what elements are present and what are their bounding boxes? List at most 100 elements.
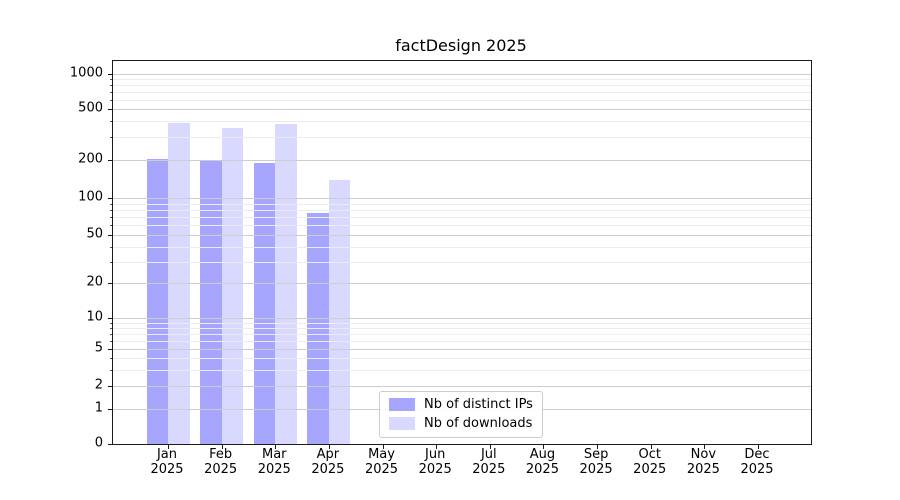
x-tick-mark (543, 445, 545, 449)
y-tick-mark (108, 386, 112, 387)
gridline-minor (113, 340, 811, 342)
legend-item-distinct-ips: Nb of distinct IPs (389, 397, 533, 412)
x-tick-mark (704, 445, 706, 449)
x-tick-mark (328, 445, 330, 449)
y-tick-mark-minor (110, 217, 112, 219)
bar-apr-downloads (328, 179, 351, 444)
legend-swatch-distinct-ips (389, 398, 415, 411)
y-tick-mark-minor (110, 358, 112, 360)
legend: Nb of distinct IPs Nb of downloads (379, 391, 543, 438)
y-tick-mark (108, 444, 112, 445)
y-tick-mark-minor (110, 225, 112, 227)
x-tick-label-apr: Apr 2025 (311, 447, 345, 477)
gridline-minor (113, 358, 811, 360)
gridline-minor (113, 209, 811, 211)
y-tick-mark (108, 160, 112, 161)
x-tick-mark (489, 445, 491, 449)
y-tick-mark (108, 197, 112, 199)
x-tick-label-dec: Dec 2025 (740, 447, 774, 477)
x-tick-mark (436, 445, 438, 449)
gridline-minor (113, 322, 811, 324)
gridline-minor (113, 333, 811, 335)
x-tick-label-jun: Jun 2025 (418, 447, 452, 477)
legend-label-distinct-ips: Nb of distinct IPs (424, 397, 533, 412)
gridline-major (113, 386, 811, 387)
x-tick-mark (597, 445, 599, 449)
gridline-minor (113, 79, 811, 81)
gridline-minor (113, 91, 811, 93)
bar-feb-distinct-ips (200, 160, 222, 444)
gridline-major (113, 234, 811, 236)
y-tick-mark-minor (110, 209, 112, 211)
gridline-major (113, 197, 811, 199)
y-tick-mark-minor (110, 322, 112, 324)
chart-title: factDesign 2025 (395, 36, 527, 55)
y-axis-labels: 0 1 2 5 10 20 50 100 200 500 1000 (0, 60, 103, 450)
y-tick-mark-minor (110, 121, 112, 123)
gridline-minor (113, 225, 811, 227)
y-tick-mark-minor (110, 91, 112, 93)
bar-jan-distinct-ips (146, 158, 168, 444)
y-tick-label: 200 (78, 151, 103, 167)
x-tick-mark (275, 445, 277, 449)
y-tick-mark (108, 234, 112, 236)
gridline-major (113, 317, 811, 319)
y-tick-mark-minor (110, 79, 112, 81)
y-tick-label: 10 (86, 309, 103, 325)
y-tick-mark (108, 73, 112, 75)
x-tick-label-mar: Mar 2025 (257, 447, 291, 477)
y-tick-mark-minor (110, 85, 112, 87)
y-tick-label: 0 (94, 435, 103, 451)
x-axis-labels: Jan 2025 Feb 2025 Mar 2025 Apr 2025 May 2025… (112, 447, 810, 481)
y-tick-label: 5 (94, 340, 103, 356)
x-tick-label-sep: Sep 2025 (579, 447, 613, 477)
x-tick-label-oct: Oct 2025 (633, 447, 667, 477)
gridline-major (113, 349, 811, 351)
y-tick-label: 20 (86, 274, 103, 290)
x-tick-label-nov: Nov 2025 (686, 447, 720, 477)
gridline-minor (113, 327, 811, 329)
y-tick-mark-minor (110, 340, 112, 342)
gridline-minor (113, 203, 811, 205)
gridline-minor (113, 99, 811, 101)
legend-swatch-downloads (389, 417, 415, 430)
gridline-major (113, 73, 811, 75)
legend-label-downloads: Nb of downloads (424, 416, 533, 431)
gridline-minor (113, 121, 811, 123)
y-tick-mark-minor (110, 261, 112, 263)
y-tick-label: 100 (78, 189, 103, 205)
y-tick-mark (108, 317, 112, 319)
y-tick-mark (108, 282, 112, 284)
y-tick-mark-minor (110, 333, 112, 335)
x-tick-label-jan: Jan 2025 (150, 447, 184, 477)
x-tick-label-aug: Aug 2025 (525, 447, 559, 477)
x-tick-mark (757, 445, 759, 449)
y-tick-mark (108, 108, 112, 110)
y-tick-mark-minor (110, 137, 112, 139)
gridline-major (113, 282, 811, 284)
gridline-major (113, 108, 811, 110)
x-tick-label-may: May 2025 (364, 447, 399, 477)
y-tick-label: 50 (86, 226, 103, 242)
gridline-minor (113, 369, 811, 371)
y-tick-label: 2 (94, 377, 103, 393)
x-tick-mark (221, 445, 223, 449)
gridline-minor (113, 217, 811, 219)
gridline-major (113, 160, 811, 161)
y-tick-mark-minor (110, 99, 112, 101)
y-tick-label: 500 (78, 100, 103, 116)
x-tick-mark (382, 445, 384, 449)
bar-mar-distinct-ips (253, 162, 276, 444)
x-tick-label-feb: Feb 2025 (204, 447, 238, 477)
gridline-minor (113, 85, 811, 87)
y-tick-mark-minor (110, 246, 112, 248)
y-tick-mark-minor (110, 327, 112, 329)
gridline-minor (113, 246, 811, 248)
gridline-minor (113, 261, 811, 263)
bar-feb-downloads (221, 128, 244, 444)
legend-item-downloads: Nb of downloads (389, 416, 533, 431)
x-tick-label-jul: Jul 2025 (472, 447, 506, 477)
y-tick-label: 1 (94, 400, 103, 416)
gridline-minor (113, 137, 811, 139)
